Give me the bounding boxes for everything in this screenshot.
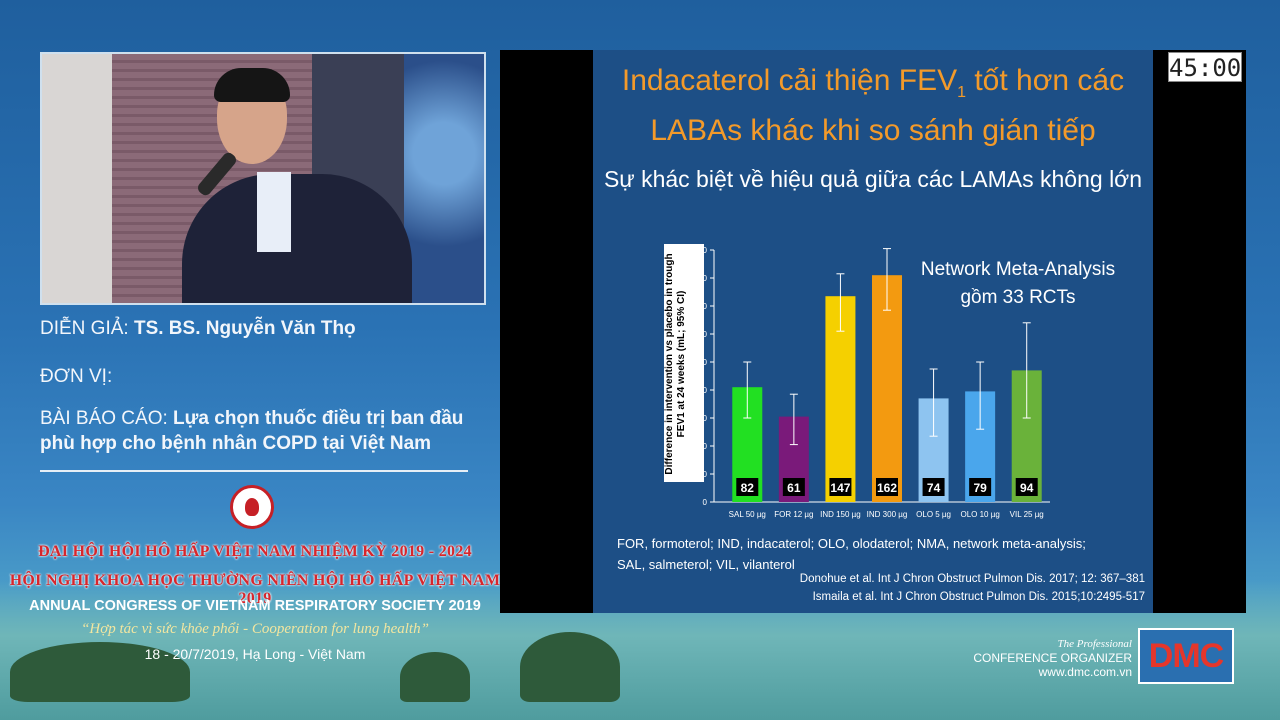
x-tick-label: SAL 50 µg [729,510,766,519]
x-tick-label: OLO 10 µg [960,510,999,519]
y-tick-label: 180 [694,246,708,255]
nma-line2: gồm 33 RCTs [960,287,1076,308]
talk-title-line1: Lựa chọn thuốc điều trị ban đầu [173,408,464,429]
talk-line2: phù hợp cho bệnh nhân COPD tại Việt Nam [40,433,431,455]
talk-label: BÀI BÁO CÁO: [40,408,168,429]
data-label: 82 [741,481,755,495]
slide-title-sub: 1 [957,84,966,101]
y-tick-label: 60 [698,414,707,423]
congress-line3: ANNUAL CONGRESS OF VIETNAM RESPIRATORY S… [29,598,481,614]
countdown-timer: 45:00 [1168,52,1242,82]
data-label-box [969,478,992,496]
footnote-line2: SAL, salmeterol; VIL, vilanterol [617,557,795,572]
slide-title-post: tốt hơn các [966,64,1125,97]
data-label: 147 [830,481,850,495]
x-tick-label: IND 150 µg [820,510,861,519]
congress-line1: ĐẠI HỘI HỘI HÔ HẤP VIỆT NAM NHIỆM KỲ 201… [38,543,472,560]
data-label-box [829,478,852,496]
reference-2: Ismaila et al. Int J Chron Obstruct Pulm… [812,591,1145,603]
x-tick-label: IND 300 µg [867,510,908,519]
congress-motto: “Hợp tác vì sức khỏe phổi - Cooperation … [81,621,429,637]
data-label-box [876,478,898,496]
reference-1: Donohue et al. Int J Chron Obstruct Pulm… [799,573,1145,585]
data-label: 74 [927,481,941,495]
talk-title-line2: phù hợp cho bệnh nhân COPD tại Việt Nam [40,433,432,454]
data-label-box [922,478,945,496]
slide-title: Indacaterol cải thiện FEV1 tốt hơn các L… [593,62,1153,150]
data-label-box [782,478,805,496]
unit-label: ĐƠN VỊ: [40,366,113,387]
congress-date: 18 - 20/7/2019, Hạ Long - Việt Nam [144,646,366,662]
nma-line1: Network Meta-Analysis [920,259,1116,280]
talk-line1: BÀI BÁO CÁO: Lựa chọn thuốc điều trị ban… [40,408,463,430]
island-decoration [520,632,620,702]
speaker-name: TS. BS. Nguyễn Văn Thọ [133,318,356,339]
y-axis-label-box [664,244,704,482]
slide-title-line2: LABAs khác khi so sánh gián tiếp [650,114,1096,147]
nma-note: Network Meta-Analysis gồm 33 RCTs [908,256,1128,312]
organizer-logo: The Professional CONFERENCE ORGANIZER ww… [940,626,1240,686]
data-label: 61 [787,481,801,495]
speaker-label: DIỄN GIẢ: [40,318,129,339]
y-tick-label: 140 [694,302,708,311]
organizer-line3: www.dmc.com.vn [1038,665,1132,679]
footnote-line1: FOR, formoterol; IND, indacaterol; OLO, … [617,536,1086,551]
data-label-box [736,478,759,496]
y-tick-label: 120 [694,330,708,339]
data-label: 79 [973,481,987,495]
x-tick-label: FOR 12 µg [774,510,813,519]
organizer-line1: The Professional [1057,638,1132,650]
congress-line2: HỘI NGHỊ KHOA HỌC THƯỜNG NIÊN HỘI HÔ HẤP… [9,572,501,607]
society-logo [230,485,274,529]
y-tick-label: 20 [698,470,707,479]
island-decoration [10,642,190,702]
speaker-line: DIỄN GIẢ: TS. BS. Nguyễn Văn Thọ [40,318,356,340]
bar-chart: 0 20 40 60 80 100 120 140 160 180 82 SAL 50 µg 61 FOR… [694,246,1050,519]
y-tick-label: 0 [703,498,708,507]
slide-title-pre: Indacaterol cải thiện FEV [621,64,958,97]
island-decoration [400,652,470,702]
organizer-text: The Professional CONFERENCE ORGANIZER ww… [973,636,1132,679]
slide-subtitle: Sự khác biệt về hiệu quả giữa các LAMAs … [603,166,1143,192]
data-label-box [1015,478,1038,496]
organizer-line2: CONFERENCE ORGANIZER [973,651,1132,665]
data-label: 162 [877,481,897,495]
x-tick-label: OLO 5 µg [916,510,951,519]
y-tick-label: 100 [694,358,708,367]
dmc-badge: DMC [1138,628,1234,684]
bar [872,275,902,502]
data-label: 94 [1020,481,1034,495]
x-tick-label: VIL 25 µg [1010,510,1044,519]
y-tick-label: 160 [694,274,708,283]
divider [40,470,468,472]
speaker-video [40,52,486,305]
y-tick-label: 80 [698,386,707,395]
y-tick-label: 40 [698,442,707,451]
